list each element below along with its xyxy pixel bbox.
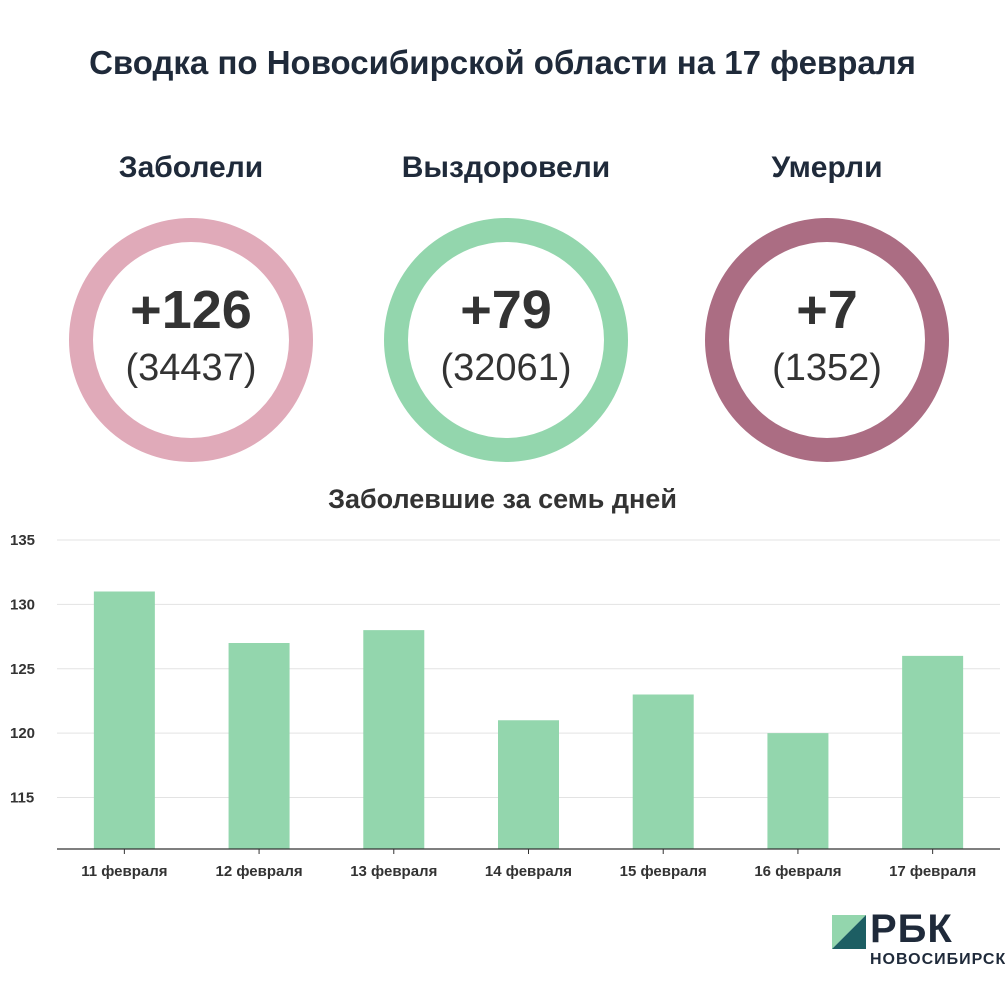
x-tick-label: 14 февраля bbox=[485, 863, 572, 880]
y-tick-label: 120 bbox=[10, 725, 35, 742]
stat-infected: Заболели +126 (34437) bbox=[41, 148, 341, 462]
ring-recovered: +79 (32061) bbox=[384, 218, 628, 462]
stat-delta: +126 bbox=[130, 280, 252, 340]
x-tick-label: 15 февраля bbox=[620, 863, 707, 880]
page-title: Сводка по Новосибирской области на 17 фе… bbox=[89, 44, 916, 81]
bar bbox=[632, 694, 694, 849]
stat-delta: +79 bbox=[460, 280, 552, 340]
y-tick-label: 135 bbox=[10, 532, 35, 549]
stat-label: Выздоровели bbox=[401, 151, 611, 184]
stat-total: (34437) bbox=[125, 347, 257, 389]
stat-total: (1352) bbox=[772, 347, 882, 389]
stat-recovered: Выздоровели +79 (32061) bbox=[356, 148, 656, 462]
bar-chart: 115 120 125 130 135 11 февраля 12 февраля 13 фе… bbox=[10, 532, 1000, 880]
stat-total: (32061) bbox=[440, 347, 572, 389]
y-tick-label: 130 bbox=[10, 596, 35, 613]
ring-infected: +126 (34437) bbox=[69, 218, 313, 462]
logo-name: РБК bbox=[870, 907, 953, 951]
stat-label: Умерли bbox=[771, 151, 883, 184]
x-tick-label: 11 февраля bbox=[81, 863, 167, 880]
x-tick-label: 12 февраля bbox=[216, 863, 303, 880]
rbk-logo-icon bbox=[832, 915, 866, 949]
bar bbox=[498, 720, 559, 849]
bar bbox=[93, 591, 155, 849]
x-tick-label: 13 февраля bbox=[350, 863, 437, 880]
y-tick-label: 125 bbox=[10, 661, 35, 678]
rbk-logo: РБК НОВОСИБИРСК bbox=[832, 907, 1005, 973]
chart-title: Заболевшие за семь дней bbox=[328, 484, 677, 514]
stat-deaths: Умерли +7 (1352) bbox=[677, 148, 977, 462]
bar bbox=[228, 643, 290, 849]
x-tick-label: 16 февраля bbox=[754, 863, 841, 880]
bar bbox=[902, 655, 964, 849]
y-tick-label: 115 bbox=[10, 790, 34, 807]
bar bbox=[767, 733, 829, 849]
x-tick-label: 17 февраля bbox=[889, 863, 976, 880]
stat-label: Заболели bbox=[118, 151, 264, 184]
ring-deaths: +7 (1352) bbox=[705, 218, 949, 462]
logo-subtitle: НОВОСИБИРСК bbox=[870, 951, 1005, 968]
stat-delta: +7 bbox=[796, 280, 858, 340]
bar bbox=[363, 630, 425, 849]
